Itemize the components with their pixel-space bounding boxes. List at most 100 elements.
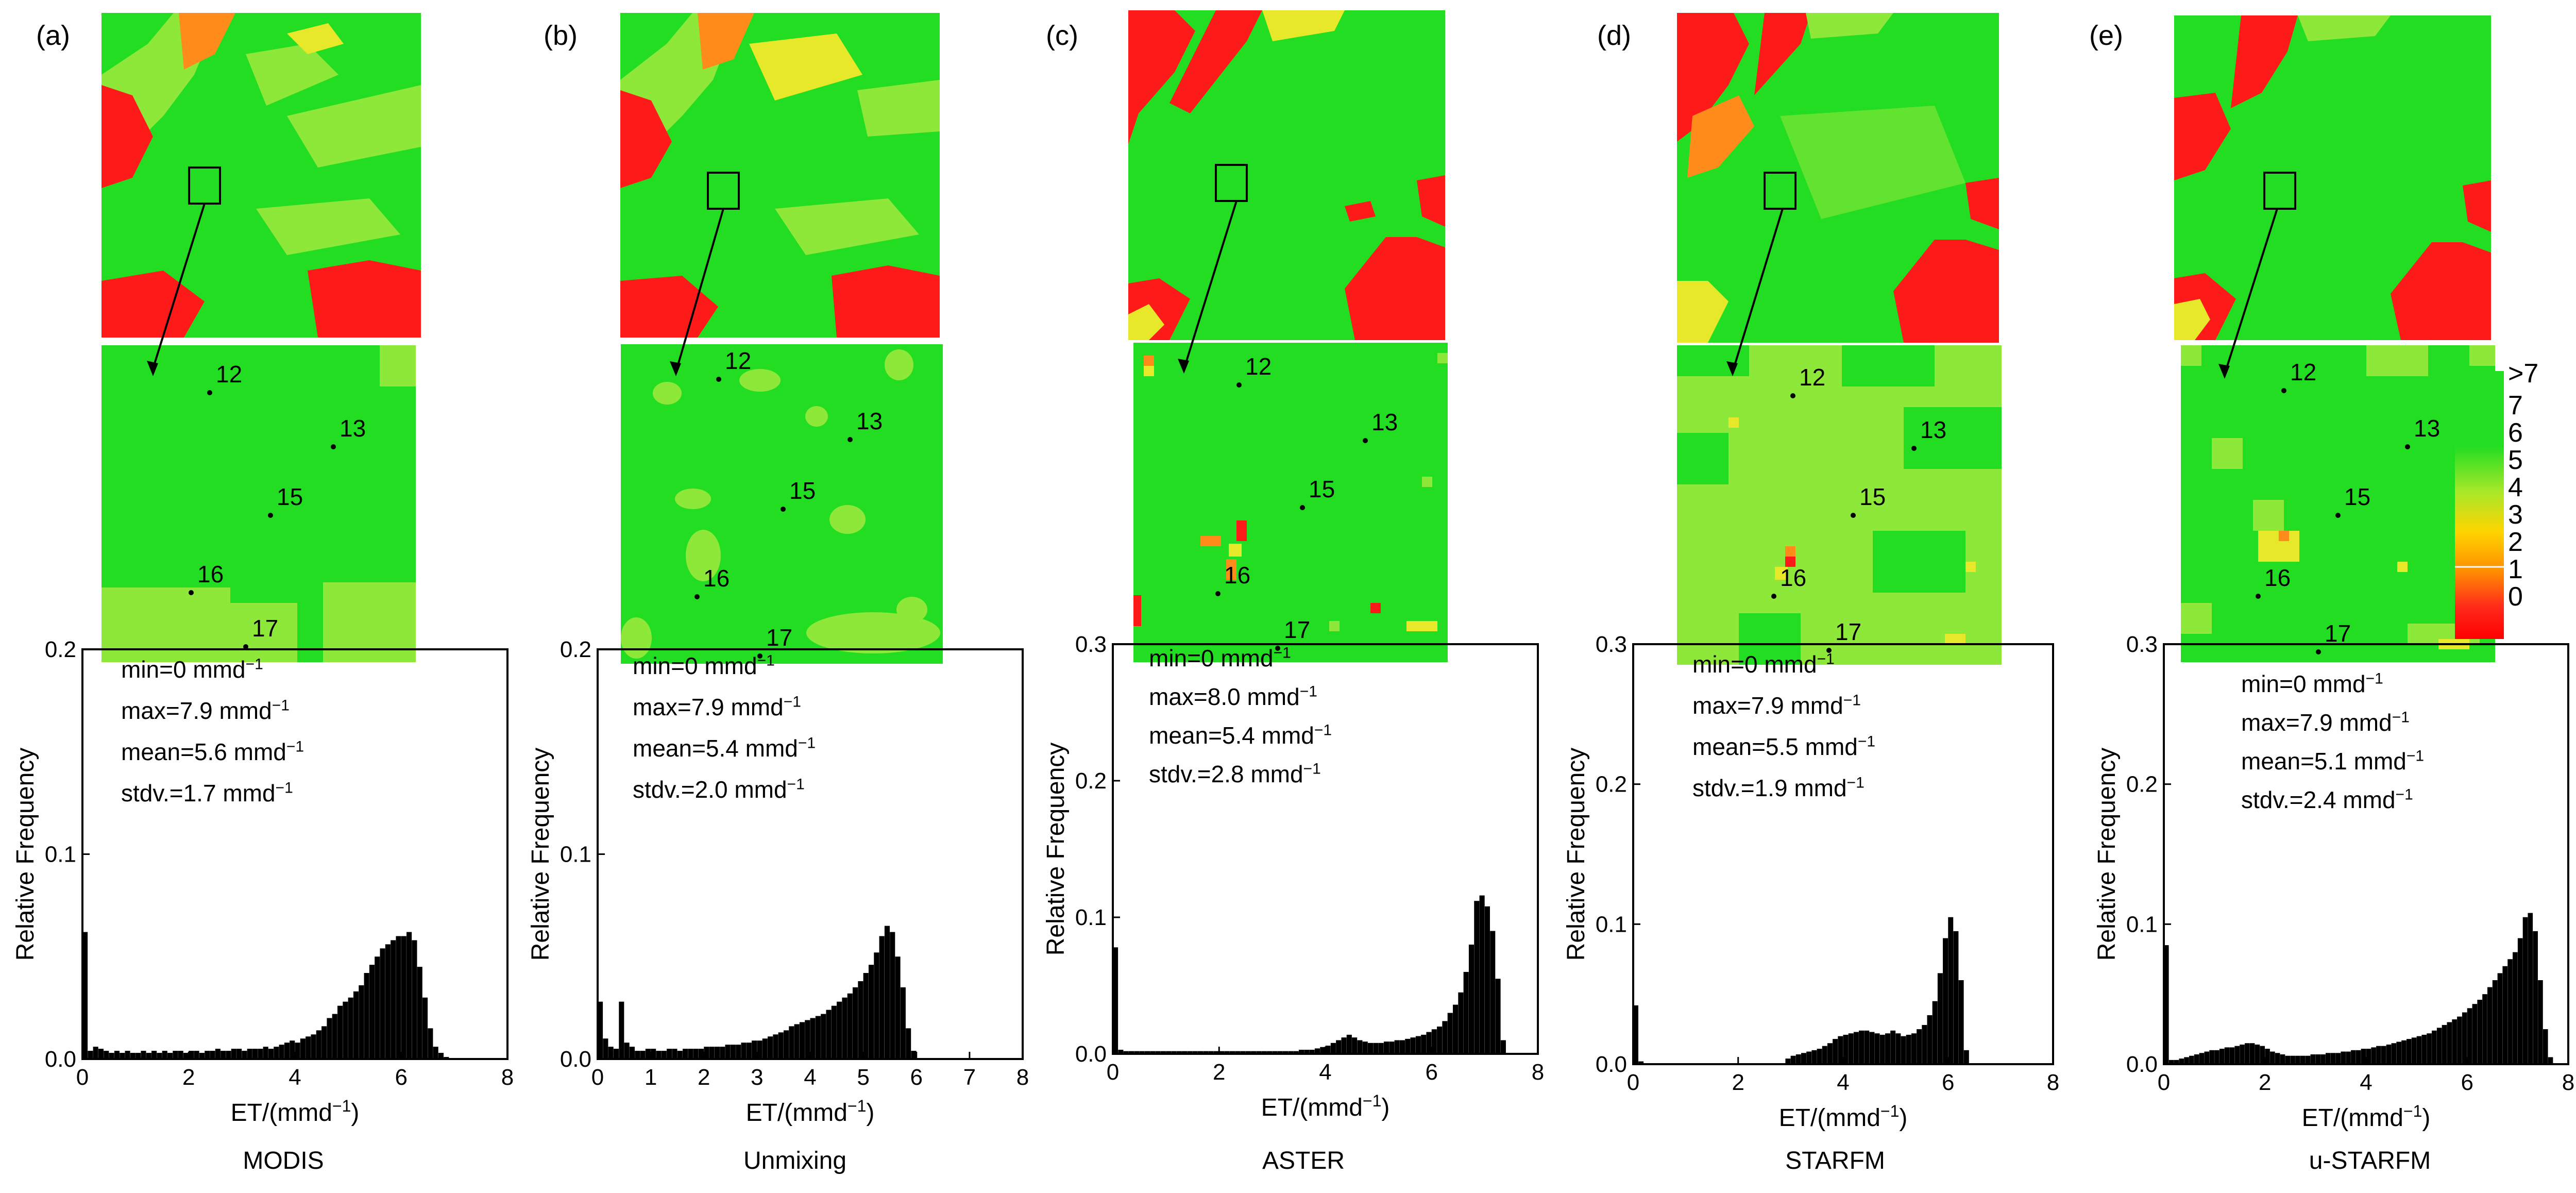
histogram-bar [2517,938,2523,1064]
histogram-bar [2482,994,2487,1064]
x-tick-label: 0 [1107,1060,1119,1085]
station-label: 17 [252,615,278,642]
histogram-bar [1890,1030,1896,1064]
histogram-bar [109,1053,114,1059]
station-label: 12 [216,361,242,388]
histogram-bar [762,1038,768,1059]
histogram-bar [205,1051,210,1059]
et-map-full [2174,15,2491,340]
histogram-bar [263,1047,268,1059]
histogram-bar [794,1024,800,1059]
histogram-bar [741,1043,747,1059]
y-axis-title: Relative Frequency [1042,743,1070,956]
histogram-bar [1171,1051,1177,1054]
histogram-bar [364,973,369,1059]
y-tick-label: 0.0 [45,1047,76,1072]
histogram-bar [619,1001,624,1059]
histogram-bar [1123,1051,1129,1054]
histogram-bar [1410,1037,1416,1054]
histogram-bar [438,1053,444,1059]
et-map-full [1128,10,1445,340]
histogram-bar [2522,917,2528,1064]
stat-min: min=0 mmd−1 [633,652,775,679]
histogram-bar [183,1053,189,1059]
histogram-bar [1953,931,1959,1064]
histogram-bar [2351,1050,2356,1064]
histogram-bar [667,1049,672,1059]
histogram-bar [2487,987,2493,1064]
panel-e: (e) 12 13 15 16 17 0 2 4 6 8 0.0 0.1 0.2 0. [2061,0,2576,1193]
histogram-bar [199,1053,205,1059]
histogram-bar [1224,1051,1230,1054]
histogram-bar [672,1049,677,1059]
histogram-bar [2270,1051,2275,1064]
histogram-bar [2341,1051,2346,1064]
histogram-bar [353,991,359,1059]
stat-max: max=7.9 mmd−1 [121,697,290,724]
histogram-bar [1917,1029,1922,1064]
histogram-bar [2401,1040,2406,1064]
et-map-zoom: 12 13 15 16 17 [1677,345,2002,665]
histogram-bar [698,1049,704,1059]
histogram-bar [231,1049,236,1059]
histogram-bar [2174,1060,2179,1064]
station-label: 17 [1835,618,1861,645]
histogram-bar [1357,1040,1363,1054]
station-label: 16 [197,561,224,587]
histogram-bar [93,1047,98,1059]
histogram-bar [2513,952,2518,1064]
histogram-bar [2502,966,2508,1064]
histogram-bar [300,1038,306,1059]
histogram-bar [1474,901,1480,1054]
x-tick-label: 2 [1213,1060,1225,1085]
x-tick-label: 8 [2562,1070,2574,1095]
station-label: 16 [703,565,730,592]
histogram-bar [842,997,848,1059]
histogram-bar [120,1053,125,1059]
stat-stdv: stdv.=2.0 mmd−1 [633,776,805,803]
stat-stdv: stdv.=1.9 mmd−1 [1692,774,1865,801]
x-tick-label: 4 [1837,1070,1849,1095]
histogram-bar [1937,973,1943,1064]
histogram-bar [1113,947,1118,1054]
y-tick-label: 0.0 [2126,1052,2158,1077]
zoom-arrow [1726,208,1784,376]
histogram-bar [2255,1044,2260,1064]
histogram-bar [1638,1061,1644,1064]
et-map-full [620,13,940,338]
histogram-bar [1378,1043,1384,1054]
histogram-bar [1389,1041,1395,1054]
method-label: STARFM [1785,1147,1885,1174]
histogram-bar [1325,1046,1331,1054]
x-axis-title: ET/(mmd−1) [231,1097,360,1127]
histogram-bar [2366,1049,2371,1064]
histogram-bar [831,1005,837,1059]
histogram-bar [98,1049,104,1059]
histogram-bar [2346,1051,2351,1064]
histogram-bar [1785,1058,1791,1064]
histogram-bar [1963,1050,1969,1064]
histogram-bar [2457,1016,2462,1064]
histogram-bar [2371,1047,2376,1064]
x-axis-title: ET/(mmd−1) [1261,1091,1390,1121]
y-tick-label: 0.1 [2126,912,2158,937]
histogram-bar [1144,1051,1150,1054]
histogram-bar [130,1053,135,1059]
histogram-bar [868,965,874,1059]
histogram-bar [651,1049,656,1059]
histogram-bar [391,940,396,1059]
histogram-bar [661,1051,667,1059]
y-tick-label: 0.1 [45,842,76,867]
method-label: u-STARFM [2309,1147,2431,1174]
histogram-bar [1330,1043,1336,1054]
histogram-bar [167,1053,173,1059]
histogram-bar [736,1045,741,1059]
histogram-bar [1948,917,1954,1064]
histogram-bar [1468,945,1475,1054]
histogram-bar [428,1028,433,1059]
histogram-bar [773,1034,778,1059]
y-tick-label: 0.0 [1075,1041,1107,1067]
station-label: 13 [1371,409,1398,435]
histogram-bar [348,997,353,1059]
histogram-bar [141,1051,146,1059]
